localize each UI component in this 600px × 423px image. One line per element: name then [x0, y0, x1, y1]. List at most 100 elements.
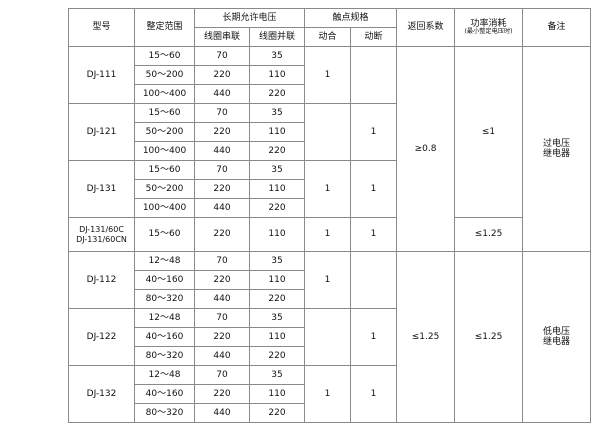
header-coil-parallel: 线圈并联 — [248, 27, 306, 47]
range-cell: 40～160 — [134, 327, 195, 347]
header-setting-range: 整定范围 — [134, 8, 195, 47]
contact-break-cell — [350, 251, 398, 309]
table-row: 80～320 440 220 — [69, 346, 591, 366]
parallel-cell: 110 — [248, 122, 306, 142]
power-lower: ≤1.25 — [454, 251, 524, 423]
parallel-cell: 35 — [248, 103, 306, 123]
series-cell: 70 — [194, 251, 250, 271]
remark-lower-line1: 低电压 — [543, 326, 571, 337]
table-row: 50～200 220 110 — [69, 179, 591, 199]
parallel-cell: 220 — [248, 346, 306, 366]
parallel-cell: 220 — [248, 289, 306, 309]
table-row: 50～200 220 110 — [69, 122, 591, 142]
power-upper: ≤1 — [454, 46, 524, 218]
model-cell-dj121: DJ-121 — [68, 103, 135, 161]
parallel-cell: 220 — [248, 84, 306, 104]
contact-make-cell: 1 — [304, 46, 352, 104]
parallel-cell: 110 — [248, 327, 306, 347]
series-cell: 440 — [194, 141, 250, 161]
header-remark: 备注 — [522, 8, 592, 47]
range-cell: 15～60 — [134, 160, 195, 180]
model-cell-dj131: DJ-131 — [68, 160, 135, 218]
header-long-term-voltage: 长期允许电压 — [193, 8, 306, 28]
series-cell: 440 — [194, 84, 250, 104]
return-coefficient-upper: ≥0.8 — [396, 46, 456, 252]
range-cell: 12～48 — [134, 308, 195, 328]
contact-break-cell: 1 — [350, 365, 398, 423]
contact-make-cell: 1 — [304, 217, 352, 252]
range-cell: 100～400 — [134, 198, 195, 218]
range-cell: 80～320 — [134, 346, 195, 366]
remark-lower-line2: 继电器 — [543, 337, 571, 347]
table-row: DJ-132 12～48 70 35 1 1 — [68, 365, 591, 423]
series-cell: 70 — [194, 46, 250, 66]
series-cell: 220 — [194, 65, 250, 85]
header-contact-spec: 触点规格 — [304, 8, 398, 28]
table-row: DJ-131/60C DJ-131/60CN 15～60 220 110 1 1… — [68, 217, 591, 252]
contact-make-cell — [304, 103, 352, 161]
model-cell-dj111: DJ-111 — [68, 46, 135, 104]
parallel-cell: 35 — [248, 365, 306, 385]
header-return-coefficient: 返回系数 — [396, 8, 456, 47]
series-cell: 220 — [194, 122, 250, 142]
header-power-consumption: 功率消耗 (最小整定电压时) — [454, 8, 524, 47]
relay-spec-table: 型号 整定范围 长期允许电压 触点规格 返回系数 功率消耗 (最小整定电压时) … — [68, 8, 592, 423]
parallel-cell: 110 — [248, 384, 306, 404]
table-row: DJ-112 12～48 70 35 1 ≤1.25 ≤1.25 低电压 继电器 — [68, 251, 592, 423]
parallel-cell: 35 — [248, 160, 306, 180]
model-cell-dj131-60c: DJ-131/60C DJ-131/60CN — [68, 217, 135, 252]
parallel-cell: 110 — [248, 217, 306, 252]
parallel-cell: 110 — [248, 65, 306, 85]
series-cell: 70 — [194, 365, 250, 385]
table-row: 50～200 220 110 — [69, 65, 591, 85]
parallel-cell: 220 — [248, 403, 306, 423]
contact-make-cell: 1 — [304, 160, 352, 218]
header-contact-break: 动断 — [350, 27, 398, 47]
table-header-row-1: 型号 整定范围 长期允许电压 触点规格 返回系数 功率消耗 (最小整定电压时) … — [68, 8, 592, 47]
table-row: 40～160 220 110 — [69, 270, 591, 290]
series-cell: 440 — [194, 346, 250, 366]
parallel-cell: 35 — [248, 308, 306, 328]
power-special: ≤1.25 — [454, 217, 524, 252]
header-power-consumption-note: (最小整定电压时) — [464, 28, 513, 36]
range-cell: 15～60 — [134, 217, 195, 252]
parallel-cell: 110 — [248, 270, 306, 290]
remark-upper-line1: 过电压 — [543, 138, 571, 149]
contact-break-cell: 1 — [350, 217, 398, 252]
range-cell: 80～320 — [134, 403, 195, 423]
range-cell: 50～200 — [134, 65, 195, 85]
range-cell: 40～160 — [134, 384, 195, 404]
contact-make-cell: 1 — [304, 251, 352, 309]
range-cell: 50～200 — [134, 122, 195, 142]
model-cell-dj132: DJ-132 — [68, 365, 135, 423]
contact-make-cell — [304, 308, 352, 366]
series-cell: 440 — [194, 289, 250, 309]
header-coil-series: 线圈串联 — [194, 27, 250, 47]
range-cell: 100～400 — [134, 141, 195, 161]
header-model: 型号 — [68, 8, 135, 47]
series-cell: 440 — [194, 403, 250, 423]
spec-table-page: 型号 整定范围 长期允许电压 触点规格 返回系数 功率消耗 (最小整定电压时) … — [0, 8, 600, 423]
parallel-cell: 220 — [248, 198, 306, 218]
header-power-consumption-main: 功率消耗 — [470, 18, 507, 29]
range-cell: 12～48 — [134, 365, 195, 385]
series-cell: 220 — [194, 384, 250, 404]
series-cell: 70 — [194, 308, 250, 328]
contact-break-cell: 1 — [350, 103, 398, 161]
series-cell: 440 — [194, 198, 250, 218]
range-cell: 12～48 — [134, 251, 195, 271]
contact-break-cell — [350, 46, 398, 104]
range-cell: 50～200 — [134, 179, 195, 199]
series-cell: 70 — [194, 160, 250, 180]
return-coefficient-lower: ≤1.25 — [396, 251, 456, 423]
series-cell: 220 — [194, 270, 250, 290]
remark-upper: 过电压 继电器 — [522, 46, 592, 252]
series-cell: 220 — [194, 179, 250, 199]
range-cell: 80～320 — [134, 289, 195, 309]
range-cell: 40～160 — [134, 270, 195, 290]
series-cell: 220 — [194, 217, 250, 252]
table-row: DJ-111 15～60 70 35 1 ≥0.8 ≤1 过电压 继电器 — [68, 46, 592, 252]
series-cell: 220 — [194, 327, 250, 347]
table-row: 80～320 440 220 — [69, 289, 591, 309]
range-cell: 100～400 — [134, 84, 195, 104]
